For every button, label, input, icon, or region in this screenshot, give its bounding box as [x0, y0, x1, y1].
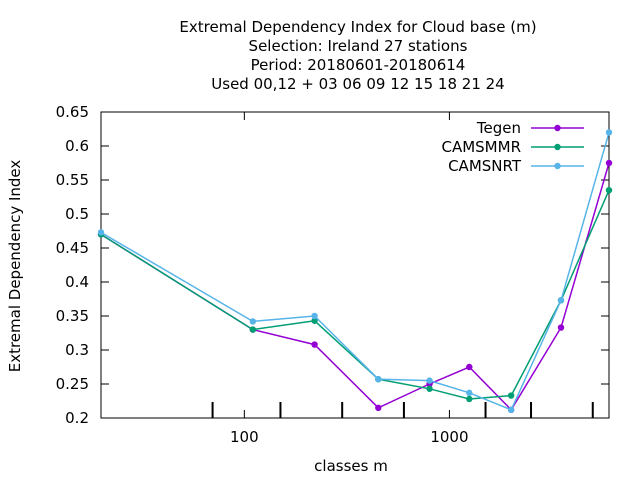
series-line — [100, 162, 610, 412]
data-point — [605, 159, 613, 167]
data-point — [507, 392, 515, 399]
data-point — [466, 395, 473, 403]
data-point — [426, 385, 433, 392]
data-point — [311, 317, 318, 324]
data-point — [466, 363, 473, 371]
x-tick-label: 100 — [230, 428, 259, 446]
data-point — [311, 312, 318, 320]
data-point — [557, 324, 565, 331]
data-point — [605, 187, 613, 194]
legend-marker-camsmmr — [554, 143, 561, 151]
y-tick-label: 0.55 — [56, 171, 89, 189]
data-point — [507, 406, 515, 414]
legend-marker-tegen — [554, 124, 561, 132]
y-tick-label: 0.35 — [56, 307, 89, 325]
data-point — [311, 341, 318, 348]
y-tick-label: 0.4 — [65, 273, 89, 291]
data-point — [249, 326, 257, 333]
data-point — [249, 318, 257, 325]
data-point — [466, 389, 473, 397]
data-point — [375, 404, 382, 411]
plot-frame — [100, 111, 610, 419]
legend-label-camsmmr: CAMSMMR — [441, 138, 521, 156]
series-line — [100, 189, 610, 400]
legend-label-camsnrt: CAMSNRT — [448, 157, 522, 175]
y-axis-label: Extremal Dependency Index — [6, 160, 24, 373]
legend-label-tegen: Tegen — [476, 119, 521, 137]
x-axis-label: classes m — [314, 457, 388, 475]
chart-title: Extremal Dependency Index for Cloud base… — [179, 18, 536, 93]
series-line — [100, 132, 610, 411]
title-line-4: Used 00,12 + 03 06 09 12 15 18 21 24 — [211, 75, 504, 93]
data-point — [605, 129, 613, 136]
y-tick-label: 0.3 — [65, 341, 89, 359]
y-tick-label: 0.65 — [56, 103, 89, 121]
y-tick-label: 0.6 — [65, 137, 89, 155]
data-point — [557, 297, 565, 304]
series-camsnrt — [97, 129, 613, 414]
series-tegen — [97, 159, 613, 414]
title-line-2: Selection: Ireland 27 stations — [249, 37, 468, 55]
legend-marker-camsnrt — [554, 162, 561, 170]
y-tick-label: 0.45 — [56, 239, 89, 257]
data-point — [375, 376, 382, 383]
y-tick-label: 0.2 — [65, 409, 89, 427]
data-point — [426, 377, 433, 384]
data-point — [97, 229, 105, 236]
title-line-3: Period: 20180601-20180614 — [251, 56, 466, 74]
title-line-1: Extremal Dependency Index for Cloud base… — [179, 18, 536, 36]
x-tick-label: 1000 — [430, 428, 468, 446]
y-tick-label: 0.5 — [65, 205, 89, 223]
axes: 0.2 0.25 0.3 0.35 0.4 0.45 0.5 0.55 0.6 0.65 100 10… — [56, 103, 610, 446]
y-tick-label: 0.25 — [56, 375, 89, 393]
plot-area — [97, 129, 613, 414]
